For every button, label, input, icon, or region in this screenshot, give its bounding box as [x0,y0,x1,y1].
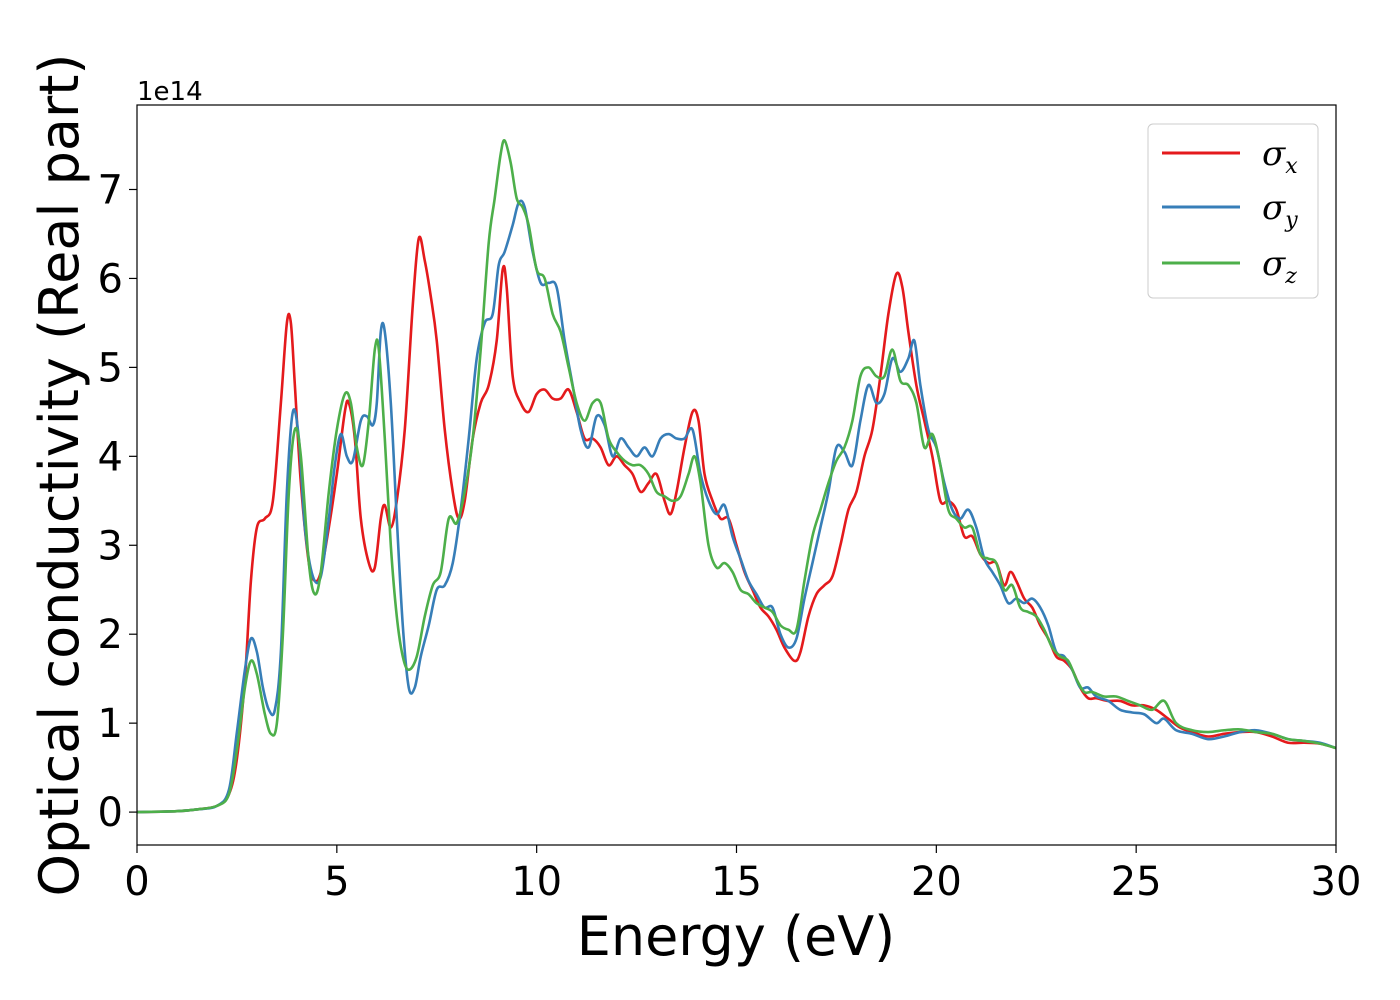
y-tick-label: 0 [98,790,123,836]
x-axis-ticks: 0 5 10 15 20 25 30 [124,845,1361,905]
legend-label-sigma-y: σy [1262,188,1298,233]
x-tick-label: 0 [124,859,149,905]
legend-entry-sigma-y: σy [1162,188,1298,233]
legend-label-sigma-x: σx [1262,134,1298,179]
x-tick-label: 25 [1111,859,1162,905]
series-layer [137,139,1336,814]
y-tick-label: 1 [98,701,123,747]
y-tick-label: 2 [98,612,123,658]
series-line-sigma-y [137,199,1336,814]
legend-entry-sigma-x: σx [1162,134,1298,179]
y-tick-label: 5 [98,345,123,391]
x-tick-label: 15 [711,859,762,905]
legend-box [1147,123,1319,299]
x-tick-label: 30 [1311,859,1362,905]
y-offset-label: 1e14 [137,77,203,107]
legend: σx σy σz [1147,123,1319,299]
x-tick-label: 20 [911,859,962,905]
y-tick-label: 7 [98,167,123,213]
y-axis-title: Optical conductivity (Real part) [28,54,91,897]
y-tick-label: 6 [98,256,123,302]
y-tick-label: 4 [98,434,123,480]
y-axis-ticks: 0 1 2 3 4 5 6 7 [98,167,137,836]
legend-label-sigma-z: σz [1262,244,1297,289]
series-line-sigma-z [137,139,1336,814]
x-tick-label: 10 [511,859,562,905]
x-axis-title: Energy (eV) [577,905,896,968]
legend-entry-sigma-z: σz [1162,244,1297,289]
y-tick-label: 3 [98,523,123,569]
x-tick-label: 5 [324,859,349,905]
